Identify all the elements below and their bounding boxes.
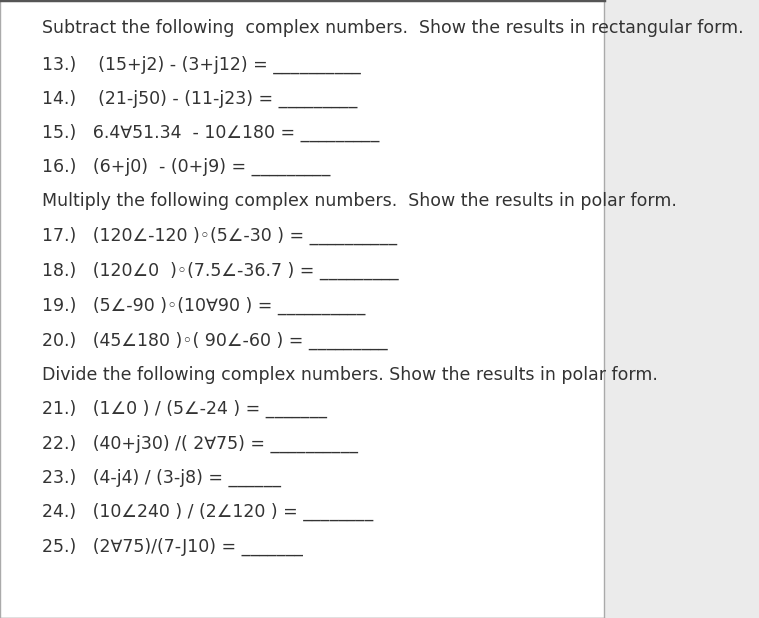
FancyBboxPatch shape [0,0,604,618]
Text: 18.)   (120∠0  )◦(7.5∠-36.7 ) = _________: 18.) (120∠0 )◦(7.5∠-36.7 ) = _________ [43,262,399,281]
Text: 23.)   (4-j4) / (3-j8) = ______: 23.) (4-j4) / (3-j8) = ______ [43,468,282,487]
Text: Multiply the following complex numbers.  Show the results in polar form.: Multiply the following complex numbers. … [43,192,677,210]
Text: 19.)   (5∠-90 )◦(10∀90 ) = __________: 19.) (5∠-90 )◦(10∀90 ) = __________ [43,297,366,315]
Text: 24.)   (10∠240 ) / (2∠120 ) = ________: 24.) (10∠240 ) / (2∠120 ) = ________ [43,503,373,522]
Text: 17.)   (120∠-120 )◦(5∠-30 ) = __________: 17.) (120∠-120 )◦(5∠-30 ) = __________ [43,227,398,245]
Text: Subtract the following  complex numbers.  Show the results in rectangular form.: Subtract the following complex numbers. … [43,19,744,37]
Text: Divide the following complex numbers. Show the results in polar form.: Divide the following complex numbers. Sh… [43,365,658,384]
Text: 25.)   (2∀75)/(7-J10) = _______: 25.) (2∀75)/(7-J10) = _______ [43,538,303,556]
Text: 21.)   (1∠0 ) / (5∠-24 ) = _______: 21.) (1∠0 ) / (5∠-24 ) = _______ [43,400,327,418]
Text: 16.)   (6+j0)  - (0+j9) = _________: 16.) (6+j0) - (0+j9) = _________ [43,158,331,176]
Text: 22.)   (40+j30) /( 2∀75) = __________: 22.) (40+j30) /( 2∀75) = __________ [43,434,358,453]
Text: 14.)    (21-j50) - (11-j23) = _________: 14.) (21-j50) - (11-j23) = _________ [43,90,357,108]
Text: 20.)   (45∠180 )◦( 90∠-60 ) = _________: 20.) (45∠180 )◦( 90∠-60 ) = _________ [43,331,388,350]
Text: 15.)   6.4∀51.34  - 10∠180 = _________: 15.) 6.4∀51.34 - 10∠180 = _________ [43,124,380,142]
Text: 13.)    (15+j2) - (3+j12) = __________: 13.) (15+j2) - (3+j12) = __________ [43,56,361,74]
